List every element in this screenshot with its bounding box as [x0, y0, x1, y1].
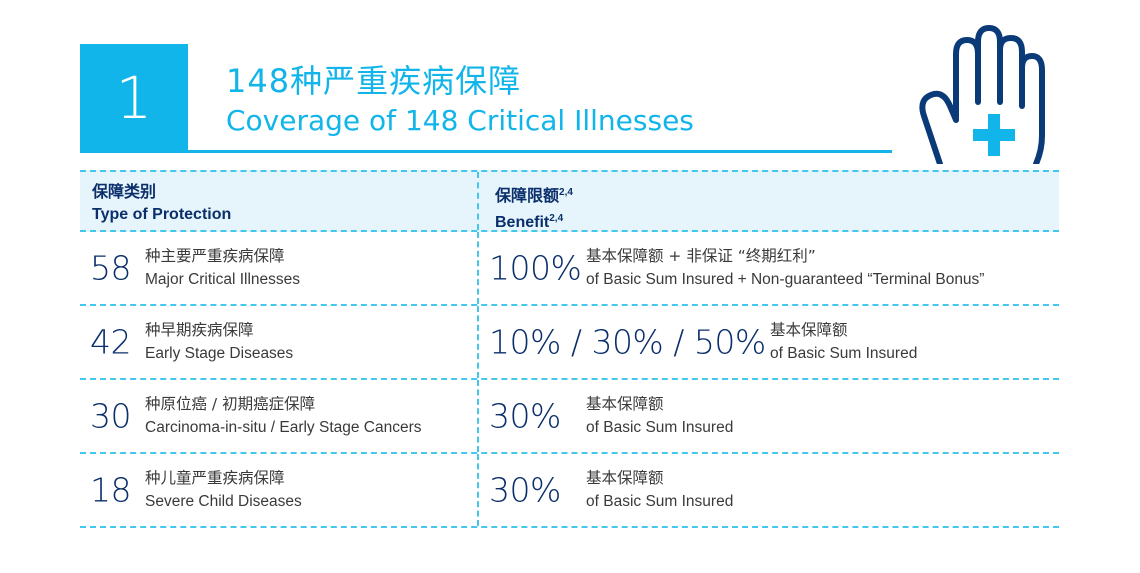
table-row: 58 种主要严重疾病保障 Major Critical Illnesses 10… — [80, 232, 1059, 306]
count: 42 — [90, 322, 132, 362]
benefit-value: 10% / 30% / 50% — [489, 322, 766, 362]
type-description: 种早期疾病保障 Early Stage Diseases — [145, 321, 294, 362]
table-header: 保障类别 Type of Protection 保障限额2,4 Benefit2… — [80, 170, 1059, 232]
table-row: 18 种儿童严重疾病保障 Severe Child Diseases 30% 基… — [80, 454, 1059, 528]
type-description: 种原位癌 / 初期癌症保障 Carcinoma-in-situ / Early … — [145, 395, 422, 436]
count: 18 — [90, 470, 132, 510]
benefit-value: 30% — [489, 470, 561, 510]
header-type-of-protection: 保障类别 Type of Protection — [92, 184, 232, 223]
benefit-description: 基本保障额 of Basic Sum Insured — [770, 321, 918, 362]
benefit-description: 基本保障额 of Basic Sum Insured — [586, 469, 734, 510]
type-description: 种主要严重疾病保障 Major Critical Illnesses — [145, 247, 301, 288]
section-title-en: Coverage of 148 Critical Illnesses — [226, 104, 694, 137]
header-benefit: 保障限额2,4 Benefit2,4 — [495, 187, 573, 231]
column-divider — [477, 380, 479, 452]
title-underline — [80, 150, 892, 153]
column-divider — [477, 454, 479, 526]
section-number-badge: 1 — [80, 44, 188, 152]
benefit-value: 100% — [489, 248, 582, 288]
benefit-description: 基本保障额 + 非保证 “终期红利” of Basic Sum Insured … — [586, 247, 985, 288]
hand-with-plus-icon — [919, 25, 1045, 164]
column-divider — [477, 172, 479, 230]
column-divider — [477, 232, 479, 304]
count: 58 — [90, 248, 132, 288]
column-divider — [477, 306, 479, 378]
type-description: 种儿童严重疾病保障 Severe Child Diseases — [145, 469, 302, 510]
table-row: 42 种早期疾病保障 Early Stage Diseases 10% / 30… — [80, 306, 1059, 380]
benefit-description: 基本保障额 of Basic Sum Insured — [586, 395, 734, 436]
count: 30 — [90, 396, 132, 436]
benefit-value: 30% — [489, 396, 561, 436]
section-title-zh: 148种严重疾病保障 — [226, 62, 522, 100]
coverage-table: 保障类别 Type of Protection 保障限额2,4 Benefit2… — [80, 170, 1059, 528]
table-row: 30 种原位癌 / 初期癌症保障 Carcinoma-in-situ / Ear… — [80, 380, 1059, 454]
